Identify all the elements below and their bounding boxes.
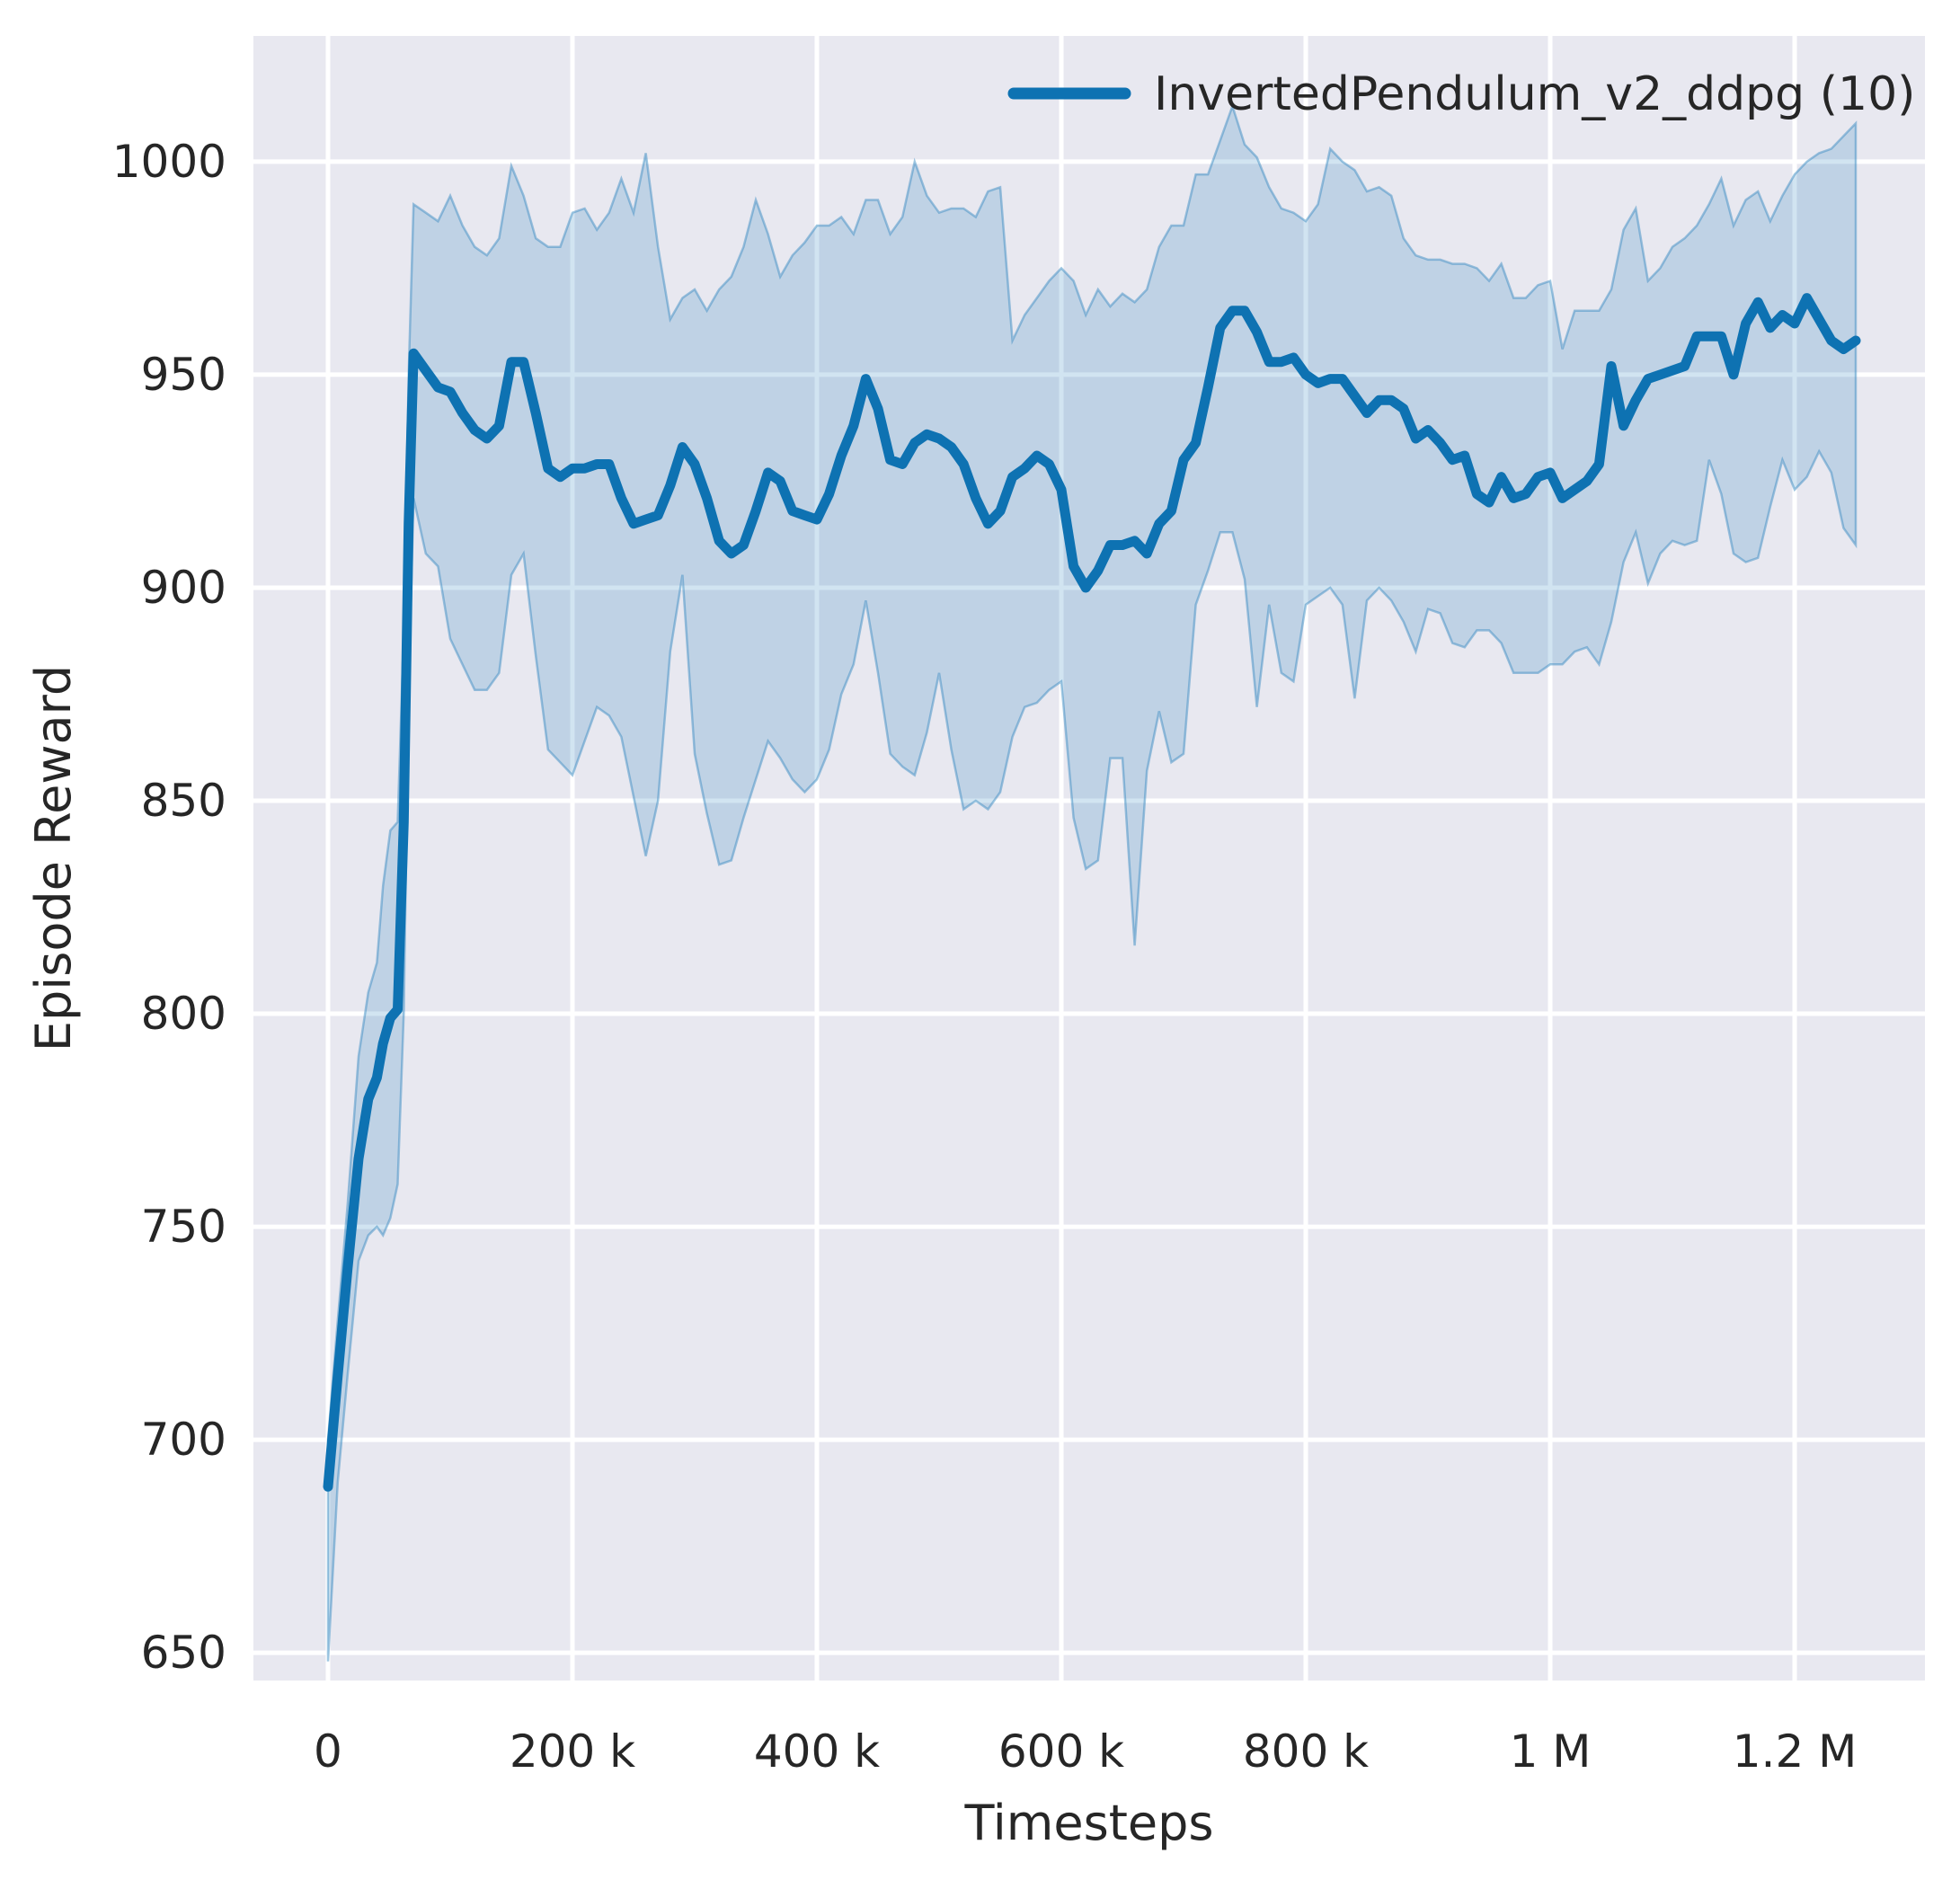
x-tick-label: 1 M	[1510, 1725, 1592, 1778]
y-tick-label: 800	[141, 988, 226, 1040]
plot-background	[253, 36, 1925, 1681]
legend-label: InvertedPendulum_v2_ddpg (10)	[1154, 67, 1915, 121]
x-tick-label: 200 k	[510, 1725, 635, 1778]
y-tick-label: 900	[141, 562, 226, 614]
legend: InvertedPendulum_v2_ddpg (10)	[1007, 67, 1915, 121]
gridlines	[253, 36, 1925, 1681]
y-tick-label: 650	[141, 1627, 226, 1679]
y-axis-label: Episode Reward	[25, 665, 82, 1051]
y-tick-label: 1000	[112, 136, 226, 188]
y-tick-label: 750	[141, 1201, 226, 1253]
x-tick-label: 600 k	[998, 1725, 1124, 1778]
series-line	[323, 293, 1861, 1492]
x-tick-label: 400 k	[754, 1725, 880, 1778]
y-tick-label: 950	[141, 349, 226, 401]
x-axis-label: Timesteps	[963, 1795, 1213, 1851]
x-tick-label: 1.2 M	[1733, 1725, 1858, 1778]
x-tick-label: 800 k	[1243, 1725, 1369, 1778]
y-tick-label: 850	[141, 775, 226, 827]
x-tick-label: 0	[314, 1725, 342, 1778]
y-tick-label: 700	[141, 1414, 226, 1466]
y-tick-labels: 650 700 750 800 850 900 950 1000	[112, 136, 226, 1679]
x-tick-labels: 0 200 k 400 k 600 k 800 k 1 M 1.2 M	[314, 1725, 1857, 1778]
